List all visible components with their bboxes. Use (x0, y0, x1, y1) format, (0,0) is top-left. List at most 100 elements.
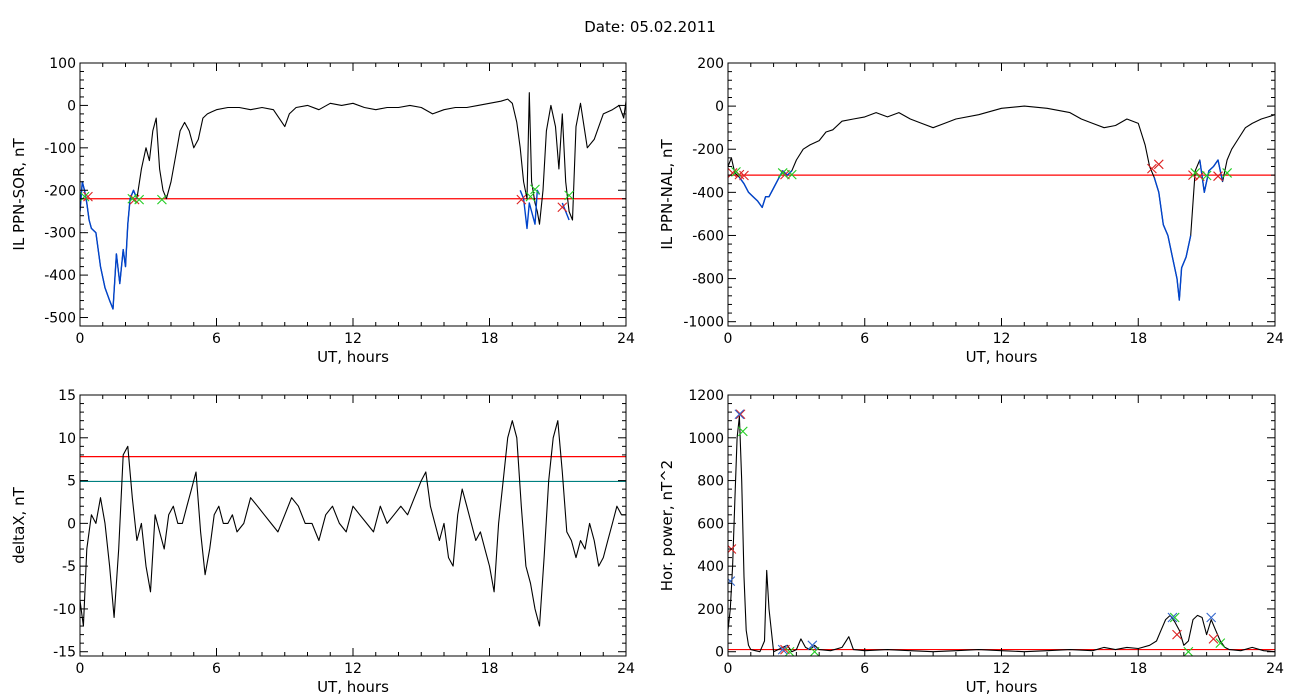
data-marker (809, 646, 820, 656)
plot-frame (79, 394, 627, 657)
data-marker (1222, 168, 1233, 178)
data-marker (83, 191, 93, 202)
highlight-series-line (1199, 159, 1224, 194)
y-tick-label: 5 (67, 474, 76, 490)
data-marker (1167, 612, 1178, 623)
highlight-series-line (1153, 177, 1192, 301)
y-tick-label: -300 (44, 226, 76, 242)
data-marker (525, 191, 536, 202)
data-marker (1153, 159, 1164, 170)
panel-bottom-left: 0 6 12 18 24 -15 -10 -5 0 5 10 15 UT, hours deltaX, n… (10, 388, 635, 696)
plot-frame (79, 62, 627, 327)
data-marker (557, 202, 568, 213)
y-tick-label: -10 (53, 602, 76, 618)
y-tick-label: -100 (44, 141, 76, 157)
highlight-series-line (738, 170, 793, 209)
y-axis-label: Hor. power, nT^2 (658, 460, 676, 591)
x-tick-label: 0 (724, 661, 733, 677)
data-marker (134, 194, 145, 205)
y-tick-label: 0 (67, 516, 76, 532)
x-tick-label: 24 (1266, 661, 1284, 677)
data-marker (734, 409, 745, 420)
x-axis-label: UT, hours (966, 678, 1038, 696)
panel-top-right: 0 6 12 18 24 -1000 -800 -600 -400 -200 0 200 UT, hou… (658, 56, 1284, 366)
data-marker (1201, 170, 1212, 181)
highlight-series-line (519, 189, 541, 230)
data-marker (1206, 612, 1217, 623)
data-marker (129, 194, 140, 205)
data-marker (731, 166, 741, 177)
x-tick-label: 6 (212, 661, 221, 677)
data-marker (564, 190, 575, 201)
x-tick-label: 18 (1129, 661, 1147, 677)
x-tick-label: 6 (860, 661, 869, 677)
page-title: Date: 05.02.2011 (584, 18, 716, 36)
plot-frame (727, 394, 1276, 657)
data-marker (80, 191, 90, 202)
x-tick-label: 24 (617, 661, 635, 677)
data-marker (728, 168, 738, 178)
x-axis-label: UT, hours (966, 348, 1038, 366)
x-tick-label: 6 (860, 331, 869, 347)
data-marker (516, 194, 527, 205)
panel-top-left: 0 6 12 18 24 -500 -400 -300 -200 -100 0 100 UT, hour… (10, 56, 635, 366)
y-tick-label: 1200 (688, 388, 724, 404)
x-tick-label: 6 (212, 331, 221, 347)
y-axis-label: deltaX, nT (10, 486, 28, 563)
x-tick-label: 0 (76, 661, 85, 677)
x-axis-label: UT, hours (317, 678, 389, 696)
x-tick-label: 12 (344, 661, 362, 677)
data-marker (735, 409, 746, 420)
y-tick-label: -400 (44, 268, 76, 284)
x-tick-label: 18 (481, 661, 499, 677)
y-axis-label: IL PPN-SOR, nT (10, 138, 28, 251)
x-tick-label: 18 (481, 331, 499, 347)
data-series-line (728, 415, 1275, 653)
y-tick-label: -15 (53, 645, 76, 661)
y-tick-label: 15 (58, 388, 76, 404)
y-tick-label: -5 (62, 559, 76, 575)
y-tick-label: -600 (692, 228, 724, 244)
x-tick-label: 12 (344, 331, 362, 347)
x-tick-label: 12 (993, 331, 1011, 347)
y-tick-label: 600 (697, 516, 724, 532)
data-marker (1183, 646, 1194, 656)
x-tick-label: 24 (617, 331, 635, 347)
data-marker (728, 576, 736, 587)
data-marker (737, 426, 748, 437)
data-marker (1147, 163, 1157, 174)
y-tick-label: 100 (49, 56, 76, 72)
data-marker (1208, 633, 1219, 644)
y-tick-label: 800 (697, 474, 724, 490)
y-tick-label: 200 (697, 602, 724, 618)
x-axis-label: UT, hours (317, 348, 389, 366)
y-tick-label: 200 (697, 56, 724, 72)
y-tick-label: -400 (692, 185, 724, 201)
data-marker (530, 184, 540, 195)
data-marker (1213, 171, 1223, 182)
data-marker (1215, 638, 1226, 649)
data-series-line (728, 105, 1275, 301)
data-marker (784, 646, 795, 656)
x-tick-label: 0 (724, 331, 733, 347)
data-series-line (80, 92, 626, 310)
x-tick-label: 0 (76, 331, 85, 347)
highlight-series-line (80, 181, 138, 310)
x-tick-label: 12 (993, 661, 1011, 677)
data-marker (807, 640, 818, 651)
y-tick-label: 10 (58, 431, 76, 447)
panel-bottom-right: 0 6 12 18 24 0 200 400 600 800 1000 1200 UT, hours Ho… (658, 388, 1284, 696)
y-tick-label: 400 (697, 559, 724, 575)
data-marker (786, 169, 797, 180)
data-marker (1169, 612, 1180, 623)
y-tick-label: -500 (44, 311, 76, 327)
data-marker (777, 168, 788, 178)
y-tick-label: 0 (715, 99, 724, 115)
y-tick-label: 0 (67, 98, 76, 114)
x-tick-label: 18 (1129, 331, 1147, 347)
data-marker (1190, 168, 1201, 178)
y-tick-label: -800 (692, 272, 724, 288)
data-marker (739, 170, 749, 181)
y-tick-label: 1000 (688, 431, 724, 447)
